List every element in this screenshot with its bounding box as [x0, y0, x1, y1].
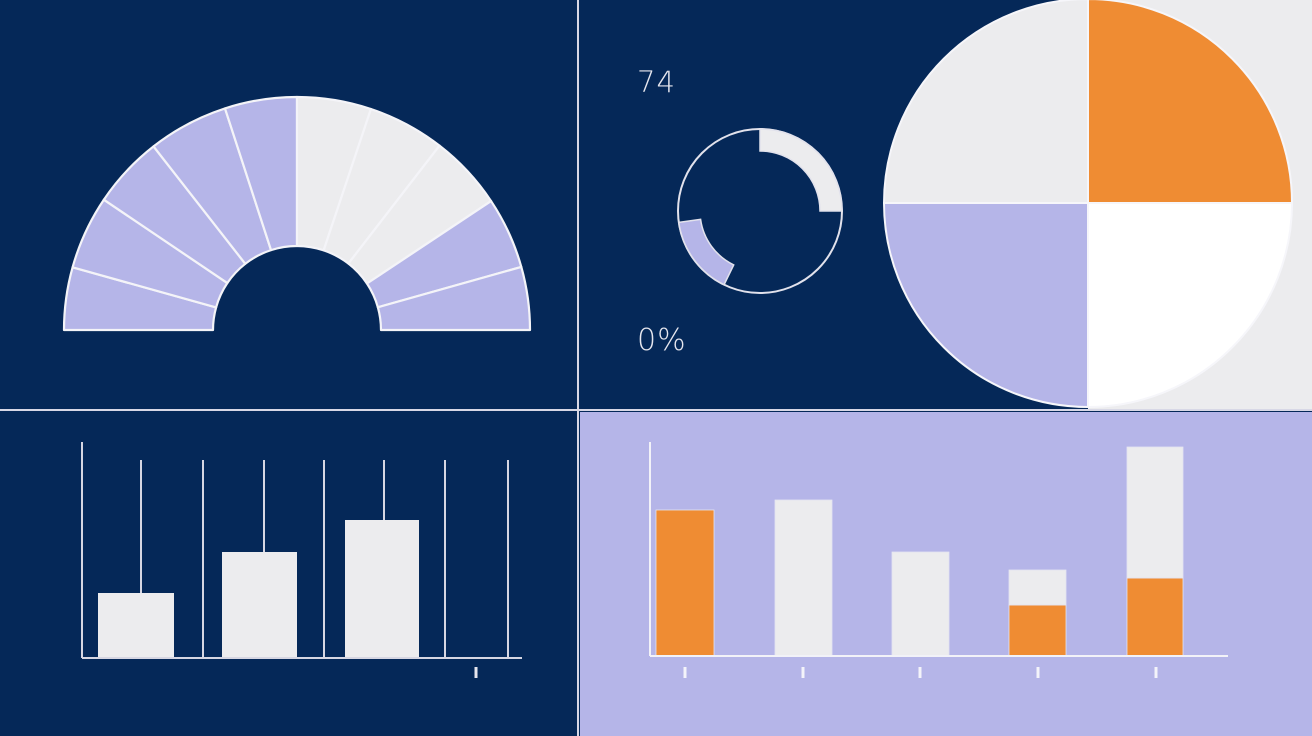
gray-arc: [759, 128, 843, 212]
semicircle-donut-chart: [62, 95, 532, 332]
pie-slice: [1087, 0, 1294, 204]
pie-slice: [882, 202, 1089, 409]
x-tick: [1036, 667, 1040, 678]
bar-segment-orange: [655, 509, 715, 657]
kpi-top-value: 74: [637, 65, 676, 99]
x-tick: [683, 667, 687, 678]
semicircle-segment: [376, 265, 532, 332]
x-tick: [918, 667, 922, 678]
bar: [345, 520, 419, 658]
bar-segment-orange: [1126, 577, 1184, 657]
bar-segment-gray: [774, 499, 833, 657]
kpi-bottom-value: 0%: [637, 323, 687, 358]
stacked-bar-chart-right: [649, 442, 1228, 678]
progress-ring-chart: [677, 128, 843, 294]
x-tick: [1154, 667, 1158, 678]
bar: [222, 552, 297, 658]
x-tick: [474, 667, 478, 678]
bar: [98, 593, 174, 658]
vertical-divider: [577, 0, 579, 736]
lavender-arc: [677, 218, 735, 286]
bar-segment-gray: [1126, 446, 1184, 579]
x-tick: [801, 667, 805, 678]
bar-segment-gray: [891, 551, 950, 657]
quadrant-pie-chart: [882, 0, 1294, 409]
horizontal-divider: [0, 409, 1312, 411]
bar-segment-gray: [1008, 569, 1067, 606]
bar-segment-orange: [1008, 604, 1067, 657]
pie-slice: [882, 0, 1089, 204]
bar-chart-left: [81, 442, 522, 678]
pie-slice: [1087, 202, 1294, 409]
